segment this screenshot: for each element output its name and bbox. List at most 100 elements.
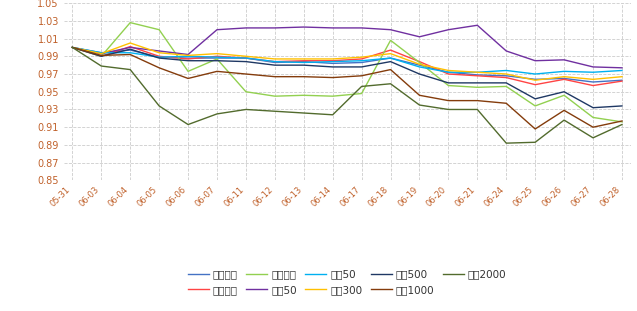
创业板指 — [213, 57, 221, 61]
深证成指 — [126, 45, 134, 49]
上证50 — [69, 46, 76, 49]
中证2000 — [242, 108, 250, 111]
深证成指 — [473, 74, 481, 78]
创业板指 — [416, 61, 424, 64]
Line: 中证2000: 中证2000 — [73, 48, 622, 143]
中证2000 — [618, 123, 626, 126]
科创50 — [242, 26, 250, 30]
Line: 上证50: 上证50 — [73, 48, 622, 74]
中证1000 — [242, 72, 250, 76]
中证2000 — [387, 82, 394, 86]
中证1000 — [358, 74, 366, 78]
中证500 — [155, 56, 163, 60]
创业板指 — [155, 28, 163, 32]
沪深300 — [531, 78, 539, 82]
上证指数 — [271, 61, 278, 64]
深证成指 — [242, 56, 250, 60]
上证指数 — [387, 56, 394, 60]
沪深300 — [329, 57, 336, 61]
沪深300 — [300, 57, 308, 61]
科创50 — [473, 23, 481, 27]
沪深300 — [271, 57, 278, 61]
沪深300 — [561, 75, 568, 79]
中证500 — [387, 60, 394, 63]
沪深300 — [69, 46, 76, 49]
中证1000 — [561, 109, 568, 112]
Line: 上证指数: 上证指数 — [73, 48, 622, 82]
中证2000 — [358, 85, 366, 88]
中证500 — [300, 63, 308, 67]
中证2000 — [503, 141, 510, 145]
Legend: 上证指数, 深证成指, 创业板指, 科创50, 上证50, 沪深300, 中证500, 中证1000, 中证2000, : 上证指数, 深证成指, 创业板指, 科创50, 上证50, 沪深300, 中证5… — [184, 265, 510, 299]
中证500 — [416, 72, 424, 76]
创业板指 — [618, 120, 626, 124]
沪深300 — [184, 53, 192, 57]
科创50 — [184, 53, 192, 56]
深证成指 — [531, 83, 539, 86]
上证50 — [126, 51, 134, 55]
创业板指 — [503, 85, 510, 88]
创业板指 — [561, 93, 568, 97]
上证指数 — [155, 55, 163, 59]
中证2000 — [473, 108, 481, 111]
中证1000 — [184, 77, 192, 80]
上证指数 — [184, 56, 192, 60]
上证指数 — [69, 46, 76, 49]
深证成指 — [589, 84, 597, 87]
创业板指 — [589, 116, 597, 119]
中证500 — [531, 97, 539, 101]
创业板指 — [69, 46, 76, 49]
上证50 — [271, 60, 278, 63]
中证500 — [184, 59, 192, 63]
中证500 — [473, 81, 481, 85]
科创50 — [213, 28, 221, 32]
中证2000 — [416, 103, 424, 107]
中证500 — [589, 106, 597, 109]
沪深300 — [416, 63, 424, 66]
科创50 — [387, 28, 394, 32]
创业板指 — [329, 94, 336, 98]
中证1000 — [69, 46, 76, 49]
科创50 — [618, 66, 626, 70]
中证500 — [561, 90, 568, 94]
上证50 — [589, 70, 597, 74]
创业板指 — [358, 92, 366, 95]
创业板指 — [126, 21, 134, 25]
上证指数 — [126, 48, 134, 52]
创业板指 — [445, 84, 452, 87]
上证50 — [503, 69, 510, 72]
上证50 — [618, 69, 626, 72]
上证50 — [416, 65, 424, 69]
上证50 — [97, 51, 105, 55]
中证1000 — [416, 93, 424, 97]
上证50 — [213, 55, 221, 59]
上证指数 — [300, 60, 308, 63]
上证50 — [561, 69, 568, 73]
科创50 — [126, 46, 134, 49]
中证2000 — [589, 136, 597, 140]
创业板指 — [271, 94, 278, 98]
Line: 创业板指: 创业板指 — [73, 23, 622, 122]
深证成指 — [155, 54, 163, 58]
沪深300 — [589, 77, 597, 81]
深证成指 — [271, 60, 278, 63]
中证2000 — [271, 109, 278, 113]
上证50 — [358, 59, 366, 63]
上证50 — [387, 56, 394, 60]
沪深300 — [445, 69, 452, 72]
上证指数 — [503, 74, 510, 78]
深证成指 — [503, 76, 510, 79]
中证2000 — [126, 68, 134, 72]
中证500 — [126, 47, 134, 51]
中证1000 — [271, 75, 278, 79]
中证500 — [329, 65, 336, 69]
中证2000 — [300, 111, 308, 115]
上证指数 — [213, 56, 221, 60]
科创50 — [155, 49, 163, 53]
沪深300 — [387, 52, 394, 55]
Line: 深证成指: 深证成指 — [73, 47, 622, 86]
科创50 — [97, 52, 105, 55]
中证500 — [618, 104, 626, 108]
中证500 — [242, 60, 250, 63]
中证1000 — [445, 99, 452, 103]
